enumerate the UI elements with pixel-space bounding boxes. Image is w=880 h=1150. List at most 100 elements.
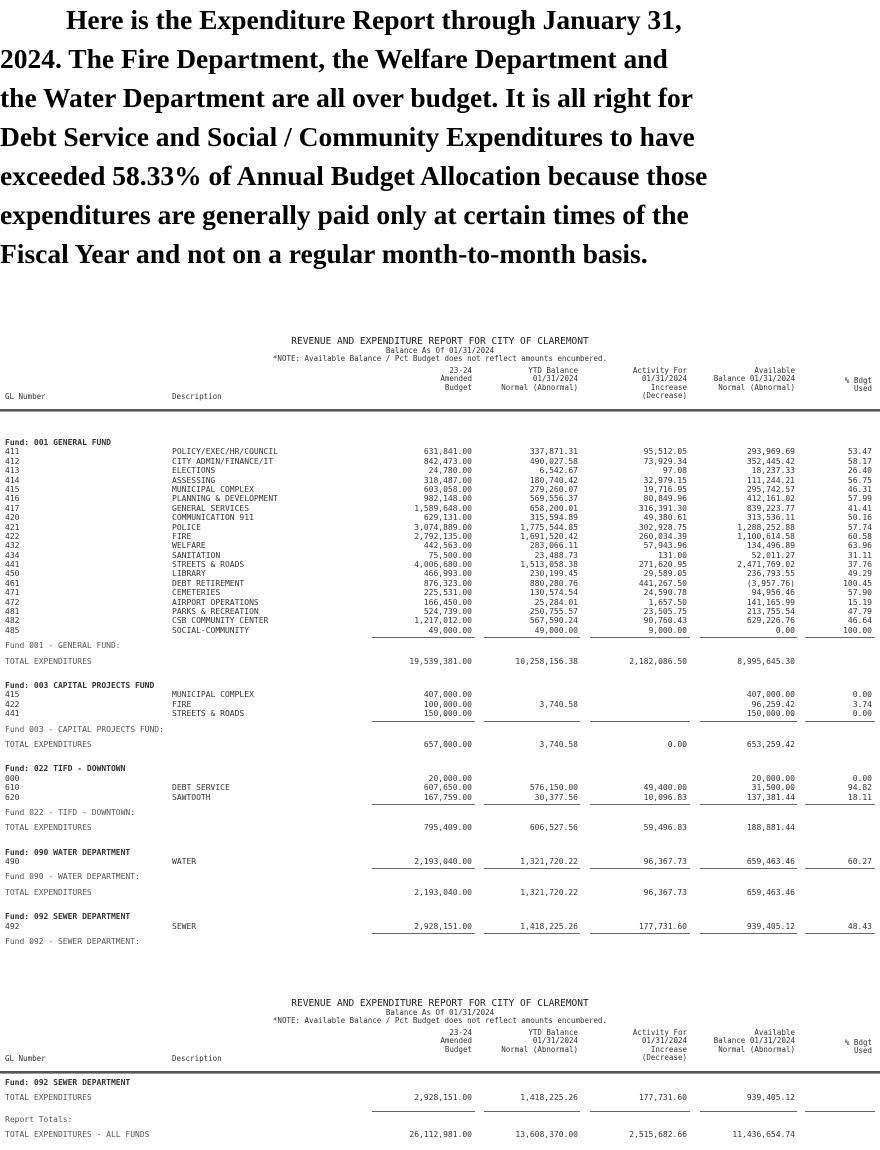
description: STREETS & ROADS [172,560,245,570]
activity: 96,367.73 [643,857,687,867]
description: POLICE [172,522,201,532]
description: LIBRARY [172,569,206,579]
description: SEWER [172,921,197,931]
rule-segment [700,1110,797,1112]
amended-budget: 150,000.00 [423,709,472,719]
column-total-rule [0,1109,880,1115]
amended-budget: 2,193,040.00 [414,857,472,867]
gl-number: 411 [5,447,20,457]
pct-budget-used: 53.47 [847,447,872,457]
rule-segment [484,803,580,805]
table-row: 420 COMMUNICATION 911 629,131.00 315,594.89… [0,513,880,522]
fund-header: Fund: 022 TIFD - DOWNTOWN [5,764,126,774]
intro-line: Here is the Expenditure Report through J… [66,4,682,35]
col-pct: % Bdgt Used [844,376,872,394]
pct-budget-used: 94.82 [847,783,872,793]
description: DEBT SERVICE [172,783,230,793]
rule-segment [372,803,475,805]
amended-budget: 167,759.00 [423,792,472,802]
ytd-balance: 180,740.42 [529,475,578,485]
report-totals-label: Report Totals: [5,1114,73,1124]
available-balance: 2,471,769.02 [737,560,795,570]
available-balance: 96,259.42 [751,699,795,709]
fund-subtotal-label: Fund 092 - SEWER DEPARTMENT: [5,937,140,947]
rule-segment [484,720,580,722]
table-row: 415 MUNICIPAL COMPLEX 603,058.00 279,260.07… [0,485,880,494]
table-row: 461 DEBT RETIREMENT 876,323.00 880,280.76 44… [0,579,880,588]
ytd-balance: 1,321,720.22 [520,857,578,867]
description: POLICY/EXEC/HR/COUNCIL [172,447,278,457]
available-balance: 412,161.02 [746,494,795,504]
available-balance: 313,536.11 [746,513,795,523]
available-balance: 150,000.00 [746,709,795,719]
pct-budget-used: 100.00 [843,625,872,635]
table-row: 422 FIRE 2,792,135.00 1,691,520.42 260,034.3… [0,532,880,541]
col-available: Available Balance 01/31/2024 Normal (Abn… [713,366,795,392]
table-row: 414 ASSESSING 318,487.00 180,740.42 32,979.1… [0,476,880,485]
amount-cell: 2,182,086.50 [629,656,687,666]
description: DEBT RETIREMENT [172,578,245,588]
col-pct: % Bdgt Used [844,1038,872,1056]
gl-number: 421 [5,522,20,532]
gl-number: 422 [5,699,20,709]
table-row: 421 POLICE 3,074,889.00 1,775,544.85 302,928… [0,523,880,532]
column-total-rule [0,802,880,808]
col-description: Description [172,392,222,401]
gl-number: 461 [5,578,20,588]
table-row: 415 MUNICIPAL COMPLEX 407,000.00 407,000.00… [0,690,880,699]
ytd-balance: 337,871.31 [529,447,578,457]
ytd-balance: 3,740.58 [539,699,578,709]
rule-segment [590,933,690,935]
activity: 24,590.78 [643,588,687,598]
intro-line: Fiscal Year and not on a regular month-t… [0,238,648,269]
description: WATER [172,857,197,867]
ytd-balance: 25,284.01 [534,597,578,607]
amended-budget: 20,000.00 [428,773,472,783]
report-title: REVENUE AND EXPENDITURE REPORT FOR CITY … [291,998,589,1009]
description: STREETS & ROADS [172,709,245,719]
gl-number: 481 [5,607,20,617]
rule-segment [700,868,797,870]
pct-budget-used: 46.31 [847,484,872,494]
available-balance: 1,100,614.58 [737,531,795,541]
pct-budget-used: 46.64 [847,616,872,626]
rule-segment [700,720,797,722]
col-ytd: YTD Balance 01/31/2024 Normal (Abnormal) [501,1028,578,1054]
amount-cell: 795,409.00 [423,823,472,833]
gl-number: 412 [5,456,20,466]
activity: 80,849.96 [643,494,687,504]
amount-cell: 659,463.46 [746,887,795,897]
gl-number: 492 [5,921,20,931]
row-label: TOTAL EXPENDITURES [5,823,92,833]
amount-cell: 2,193,040.00 [414,887,472,897]
col-available: Available Balance 01/31/2024 Normal (Abn… [713,1028,795,1054]
encumbrance-note: *NOTE: Available Balance / Pct Budget do… [272,354,608,363]
activity: 10,096.83 [643,792,687,802]
ytd-balance: 279,260.07 [529,484,578,494]
pct-budget-used: 60.27 [847,857,872,867]
description: FIRE [172,531,192,541]
available-balance: 659,463.46 [746,857,795,867]
fund-header: Fund: 003 CAPITAL PROJECTS FUND [5,680,155,690]
description: SOCIAL-COMMUNITY [172,625,250,635]
amended-budget: 24,780.00 [428,466,472,476]
balance-as-of: Balance As Of 01/31/2024 [385,346,495,355]
ytd-balance: 576,150.00 [529,783,578,793]
description: AIRPORT OPERATIONS [172,597,259,607]
rule-segment [590,637,690,639]
activity: 29,589.05 [643,569,687,579]
amount-cell: 59,496.83 [643,823,687,833]
fund-total-row: TOTAL EXPENDITURES 795,409.00 606,527.56 59… [0,823,880,832]
description: PARKS & RECREATION [172,607,259,617]
intro-line: 2024. The Fire Department, the Welfare D… [0,43,668,74]
available-balance: 134,496.89 [746,541,795,551]
table-row: 422 FIRE 100,000.00 3,740.58 96,259.42 3.74 [0,700,880,709]
rule-segment [590,1110,690,1112]
amount-cell: 26,112,981.00 [409,1130,472,1140]
ytd-balance: 230,199.45 [529,569,578,579]
amended-budget: 629,131.00 [423,513,472,523]
amount-cell: 10,258,156.38 [515,656,578,666]
available-balance: 111,244.21 [746,475,795,485]
ytd-balance: 130,574.54 [529,588,578,598]
fund-header: Fund: 090 WATER DEPARTMENT [5,847,131,857]
